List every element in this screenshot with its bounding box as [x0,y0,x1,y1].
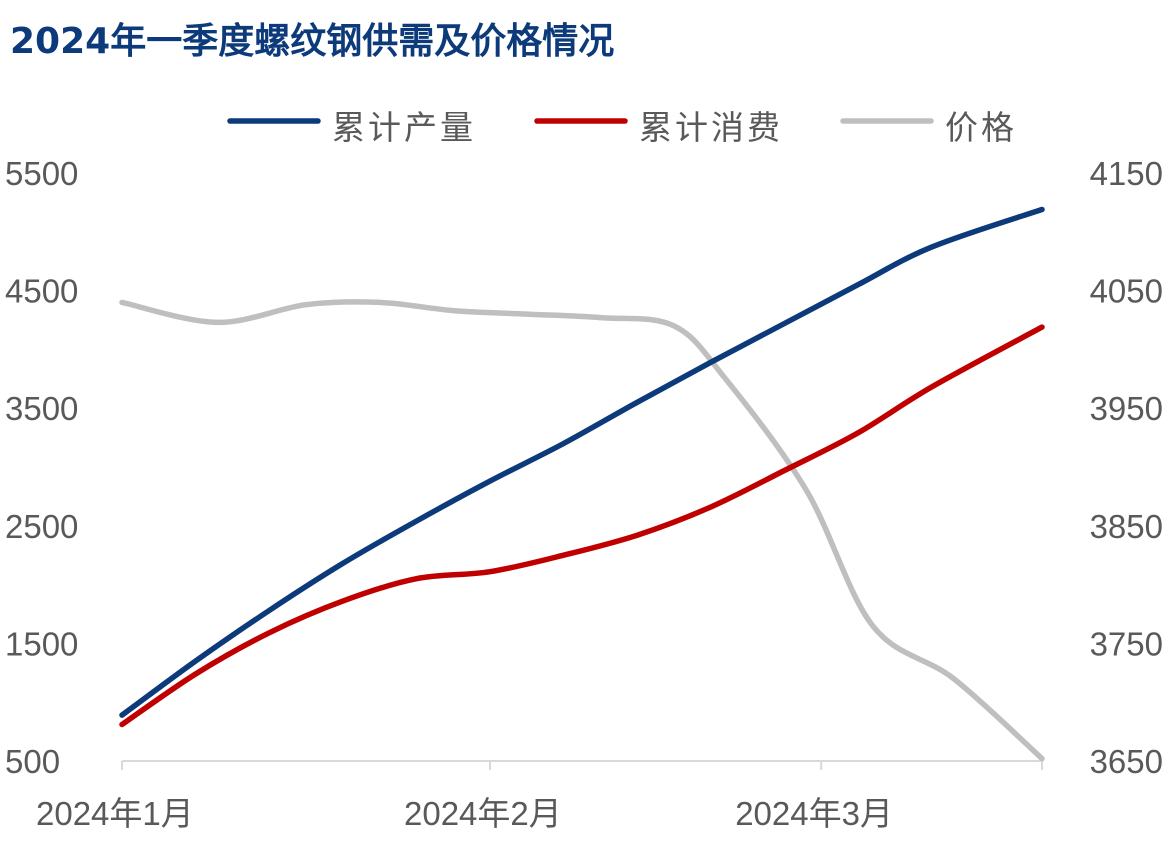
x-tick-label: 2024年3月 [735,795,893,832]
y-left-tick-label: 5500 [5,155,78,192]
chart-title: 2024年一季度螺纹钢供需及价格情况 [10,21,615,62]
x-tick-label: 2024年1月 [36,795,194,832]
axes: 2024年1月 2024年2月 2024年3月 500 1500 2500 3500 4500… [5,155,1163,832]
y-right-tick-label: 4050 [1090,273,1163,310]
legend-label: 价格 [945,108,1017,147]
y-left-tick-label: 500 [5,743,60,780]
x-tick-label: 2024年2月 [404,795,562,832]
y-left-tick-label: 4500 [5,273,78,310]
y-left-tick-label: 3500 [5,390,78,427]
y-right-tick-label: 3650 [1090,743,1163,780]
y-right-tick-label: 4150 [1090,155,1163,192]
legend-label: 累计产量 [332,108,476,147]
y-left-tick-label: 2500 [5,508,78,545]
y-right-tick-label: 3750 [1090,625,1163,662]
series-line-price [119,299,1045,762]
series-line-production [119,206,1045,718]
y-right-tick-label: 3950 [1090,390,1163,427]
series-lines [119,206,1045,762]
legend: 累计产量 累计消费 价格 [227,108,1017,147]
legend-label: 累计消费 [639,108,783,147]
series-line-consumption [119,324,1045,728]
y-right-tick-label: 3850 [1090,508,1163,545]
y-left-tick-label: 1500 [5,625,78,662]
